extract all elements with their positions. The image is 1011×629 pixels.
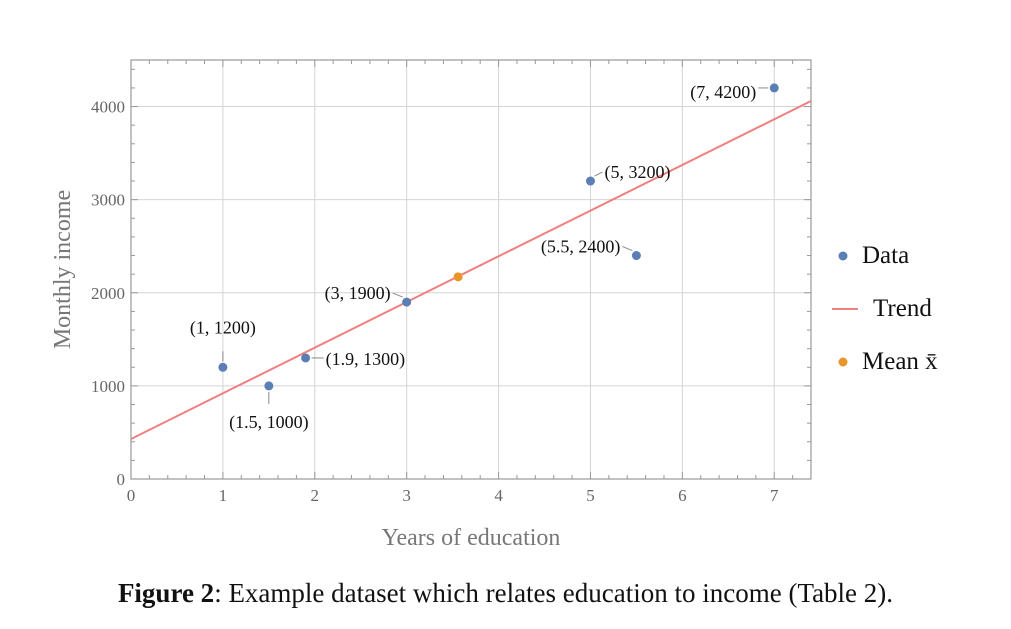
x-tick-label: 6 [678, 486, 687, 505]
data-points-group [218, 83, 779, 391]
figure-label: Figure 2 [117, 578, 215, 608]
trend-line-group [130, 100, 812, 440]
mean-point [453, 272, 463, 282]
plot-frame [130, 59, 812, 480]
data-point [585, 176, 595, 186]
data-point [218, 362, 228, 372]
legend-mean-marker [838, 357, 848, 367]
data-point-label: (5, 3200) [604, 162, 670, 183]
data-point [264, 381, 274, 391]
axis-ticks: 0 1 2 3 4 5 6 7 0 1000 2000 3000 4000 [91, 60, 812, 505]
data-point-label: (1, 1200) [190, 317, 256, 338]
y-tick-label: 0 [117, 470, 126, 489]
x-tick-label: 0 [127, 486, 136, 505]
y-axis-title: Monthly income [50, 190, 76, 349]
x-tick-label: 4 [494, 486, 503, 505]
scatter-chart: 0 1 2 3 4 5 6 7 0 1000 2000 3000 4000 (1, 1200) (1.5,… [50, 59, 938, 551]
caption-text: : Example dataset which relates educatio… [214, 578, 894, 608]
plot-border [130, 59, 812, 480]
legend-data-label: Data [862, 242, 909, 269]
data-point-label: (1.9, 1300) [326, 349, 406, 370]
data-point-label: (7, 4200) [690, 82, 756, 103]
data-point [631, 251, 641, 261]
grid-lines [131, 60, 811, 479]
data-point [769, 83, 779, 93]
x-tick-label: 5 [586, 486, 595, 505]
data-point-label: (1.5, 1000) [229, 412, 309, 433]
legend-mean-label: Mean x̄ [862, 348, 938, 375]
y-tick-label: 2000 [91, 284, 125, 303]
data-point-label: (5.5, 2400) [541, 237, 621, 258]
figure-caption: Figure 2: Example dataset which relates … [0, 578, 1011, 609]
trend-line [130, 100, 812, 440]
label-leader-line [392, 292, 403, 298]
legend-data-marker [838, 251, 848, 261]
data-point [301, 353, 311, 363]
x-axis-title: Years of education [382, 525, 561, 551]
x-tick-label: 2 [311, 486, 320, 505]
data-point-label: (3, 1900) [325, 283, 391, 304]
y-tick-label: 1000 [91, 377, 125, 396]
x-tick-label: 3 [402, 486, 411, 505]
legend-trend-label: Trend [873, 295, 932, 322]
legend: Data Trend Mean x̄ [832, 242, 938, 375]
data-point [402, 297, 412, 307]
y-tick-label: 4000 [91, 98, 125, 117]
point-labels-group: (1, 1200) (1.5, 1000) (1.9, 1300) (3, 1900)… [190, 82, 769, 433]
x-tick-label: 7 [770, 486, 779, 505]
y-tick-label: 3000 [91, 191, 125, 210]
label-leader-line [622, 246, 633, 251]
x-tick-label: 1 [219, 486, 228, 505]
label-leader-line [594, 171, 603, 177]
